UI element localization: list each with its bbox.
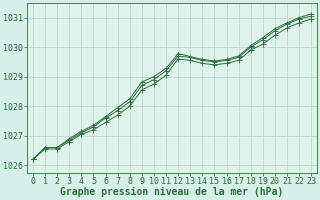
X-axis label: Graphe pression niveau de la mer (hPa): Graphe pression niveau de la mer (hPa) [60,187,284,197]
